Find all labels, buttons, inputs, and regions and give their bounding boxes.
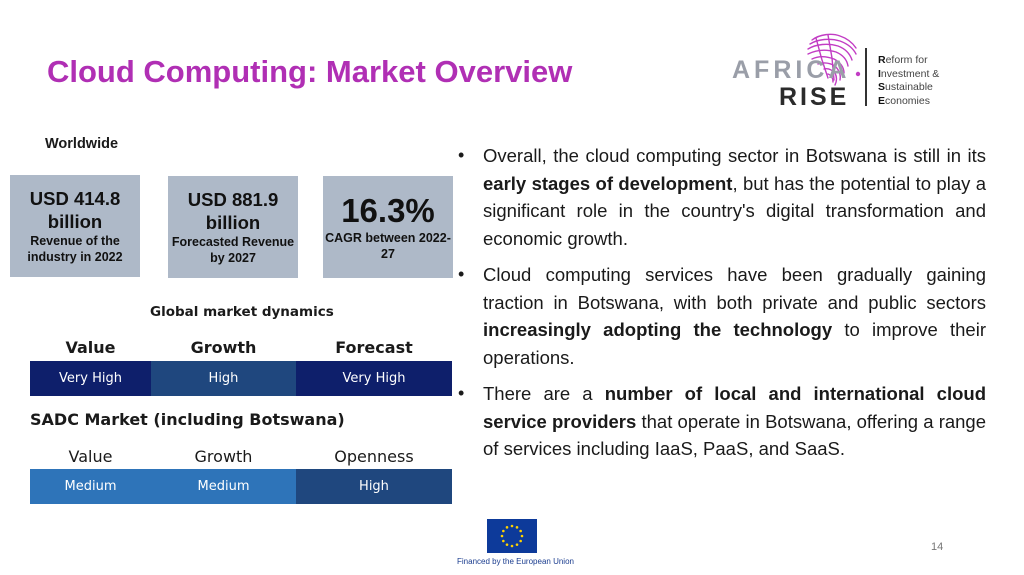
cell-openness: High	[296, 469, 452, 504]
header-forecast: Forecast	[335, 338, 413, 357]
stat-box-revenue-2022: USD 414.8 billion Revenue of the industr…	[10, 175, 140, 277]
africa-rise-logo: AFRICA RISE Reform for Investment & Sust…	[732, 30, 972, 111]
stat-value: USD 881.9 billion	[187, 189, 279, 233]
bullet-emphasis: number of local and international cloud …	[483, 383, 986, 432]
header-openness: Openness	[334, 447, 414, 466]
eu-star	[500, 534, 504, 538]
africa-map-icon	[807, 33, 861, 86]
stat-value: 16.3%	[341, 192, 435, 229]
header-value: Value	[68, 447, 113, 466]
eu-flag-icon	[487, 519, 537, 553]
stat-value: USD 414.8 billion	[29, 188, 121, 232]
bullet-text: to improve their operations.	[483, 319, 986, 368]
worldwide-label: Worldwide	[45, 136, 119, 152]
sadc-header: Value Growth Openness	[30, 447, 452, 466]
bullet-item: Cloud computing services have been gradu…	[458, 261, 986, 371]
eu-star	[502, 529, 505, 533]
bullet-text: , but has the potential to play a signif…	[483, 172, 987, 249]
bullet-item: Overall, the cloud computing sector in B…	[458, 142, 986, 252]
eu-star	[510, 544, 514, 548]
stat-caption: Revenue of the industry in 2022	[27, 234, 123, 264]
bullet-text: Cloud computing services have been gradu…	[483, 264, 986, 313]
stat-box-revenue-2027: USD 881.9 billion Forecasted Revenue by …	[168, 176, 298, 278]
bullet-emphasis: early stages of development	[483, 172, 733, 194]
eu-star	[505, 543, 509, 546]
logo-divider	[865, 48, 867, 106]
eu-flag-background	[487, 519, 537, 553]
slide-title: Cloud Computing: Market Overview	[47, 54, 573, 89]
cell-growth: Medium	[151, 469, 296, 504]
global-dynamics-header: Value Growth Forecast	[30, 338, 452, 357]
cell-forecast: Very High	[296, 361, 452, 396]
bullet-text: Overall, the cloud computing sector in B…	[483, 145, 986, 166]
bullet-text: There are a	[483, 383, 605, 404]
eu-star	[519, 539, 522, 543]
eu-star	[505, 526, 509, 529]
eu-star	[515, 543, 519, 546]
bullet-item: There are a number of local and internat…	[458, 380, 986, 463]
tagline-line: Sustainable	[878, 81, 933, 93]
tagline-line: Reform for	[878, 54, 928, 66]
bullet-list: Overall, the cloud computing sector in B…	[458, 142, 986, 472]
logo-africa-text: AFRICA	[732, 56, 851, 84]
eu-funding-caption: Financed by the European Union	[457, 557, 574, 566]
stat-box-cagr: 16.3% CAGR between 2022-27	[323, 176, 453, 278]
header-growth: Growth	[194, 447, 253, 466]
logo-tagline: Reform for Investment & Sustainable Econ…	[878, 54, 939, 108]
cell-growth: High	[151, 361, 296, 396]
stat-caption: Forecasted Revenue by 2027	[171, 235, 295, 265]
page-number: 14	[931, 541, 944, 553]
cell-value: Very High	[30, 361, 151, 396]
tagline-line: Economies	[878, 94, 930, 107]
header-value: Value	[65, 338, 116, 357]
eu-star	[519, 529, 522, 533]
eu-star	[502, 539, 505, 543]
sadc-market-title: SADC Market (including Botswana)	[30, 410, 345, 429]
tagline-line: Investment &	[878, 67, 940, 80]
global-dynamics-title: Global market dynamics	[150, 304, 334, 320]
logo-rise-text: RISE	[779, 83, 850, 111]
bullet-emphasis: increasingly adopting the technology	[483, 319, 833, 340]
global-dynamics-values: Very High High Very High	[30, 361, 452, 396]
eu-star	[515, 526, 519, 529]
eu-star	[520, 534, 524, 538]
cell-value: Medium	[30, 469, 151, 504]
header-growth: Growth	[190, 338, 257, 357]
eu-star	[510, 524, 514, 528]
bullet-text: that operate in Botswana, offering a ran…	[483, 410, 987, 460]
stat-caption: CAGR between 2022-27	[325, 231, 451, 261]
sadc-values: Medium Medium High	[30, 469, 452, 504]
